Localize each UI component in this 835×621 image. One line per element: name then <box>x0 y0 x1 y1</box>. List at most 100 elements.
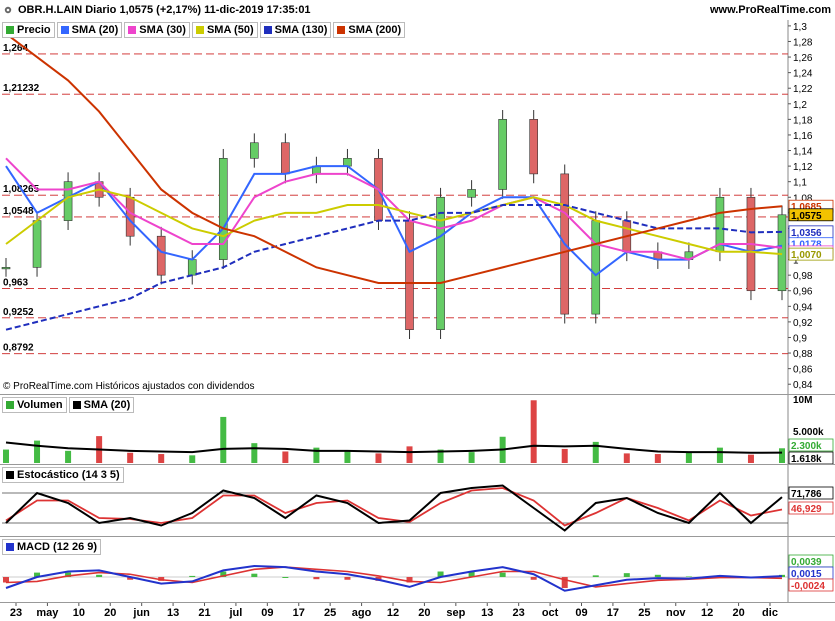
volume-bar <box>437 449 444 463</box>
legend-volumen[interactable]: Volumen <box>2 397 67 413</box>
volume-bar <box>561 448 568 463</box>
candle-body <box>405 220 414 330</box>
volume-chart[interactable]: 10M 5.000k 2.300k 1.618k <box>0 395 835 465</box>
price-badge-box <box>788 247 834 261</box>
macd-histogram-bar <box>189 575 196 577</box>
legend-label: SMA (20) <box>71 24 119 36</box>
candle-body <box>32 220 42 268</box>
stochastic-chart[interactable]: 71,786 46,929 <box>0 465 835 537</box>
legend-macd[interactable]: MACD (12 26 9) <box>2 539 102 555</box>
macd-histogram-bar <box>220 571 227 577</box>
stoch-k-line <box>5 484 783 532</box>
y-tick-label: 1,14 <box>793 147 813 158</box>
volume-bar <box>406 446 413 463</box>
macd-histogram-bar <box>499 572 506 577</box>
series-line <box>5 32 783 284</box>
volume-bar <box>220 416 227 463</box>
volume-bar <box>592 441 599 463</box>
legend-label: MACD (12 26 9) <box>17 541 98 553</box>
x-tick-label: 23 <box>513 607 525 619</box>
y-tick-label: 1,28 <box>793 37 813 48</box>
level-label: 1,21232 <box>3 83 40 94</box>
legend-sma20[interactable]: SMA (20) <box>56 22 123 38</box>
candle-body <box>187 259 197 276</box>
stoch-badge-text: 46,929 <box>791 504 822 515</box>
stochastic-legend: Estocástico (14 3 5) <box>2 467 124 483</box>
candle-body <box>436 196 445 330</box>
legend-swatch <box>128 26 137 34</box>
macd-line <box>5 564 783 592</box>
legend-estocastico[interactable]: Estocástico (14 3 5) <box>2 467 124 483</box>
volume-panel[interactable]: Volumen SMA (20) 10M 5.000k 2.300k 1.618k <box>0 394 835 465</box>
y-tick-label: 10M <box>793 395 812 406</box>
x-tick-label: jun <box>132 607 150 619</box>
price-panel[interactable]: Precio SMA (20) SMA (30) SMA (50) SMA (1… <box>0 20 835 394</box>
macd-badge-box <box>788 578 834 592</box>
macd-panel[interactable]: MACD (12 26 9) 0,0039 0,0015 -0,0024 <box>0 536 835 603</box>
stoch-badge-text: 71,786 <box>791 489 822 500</box>
price-badge-text: 1,0356 <box>791 228 822 239</box>
site-url[interactable]: www.ProRealTime.com <box>709 4 831 16</box>
x-tick-label: 12 <box>387 607 399 619</box>
y-tick-label: 1,16 <box>793 131 813 142</box>
x-tick-label: dic <box>762 607 778 619</box>
volume-bar <box>65 450 72 463</box>
legend-precio[interactable]: Precio <box>2 22 55 38</box>
y-tick-label: 1,2 <box>793 100 807 111</box>
x-tick-label: 17 <box>607 607 619 619</box>
macd-badge-text: -0,0024 <box>791 581 825 592</box>
macd-histogram-bar <box>127 577 134 580</box>
price-chart[interactable]: 1,3 1,28 1,26 1,24 1,22 1,2 1,18 1,16 1,14 1,12 1,… <box>0 20 835 394</box>
y-tick-label: 0,96 <box>793 287 813 298</box>
legend-label: Estocástico (14 3 5) <box>17 469 120 481</box>
x-tick-label: 12 <box>701 607 713 619</box>
macd-histogram-bar <box>437 571 444 577</box>
volume-bar <box>34 440 41 463</box>
legend-sma200[interactable]: SMA (200) <box>333 22 406 38</box>
candle-body <box>777 214 787 292</box>
legend-sma30[interactable]: SMA (30) <box>124 22 190 38</box>
x-tick-label: 20 <box>418 607 430 619</box>
macd-histogram-bar <box>344 577 351 580</box>
legend-swatch <box>72 401 81 409</box>
macd-badge: -0,0024 <box>788 578 834 592</box>
y-tick-label: 1,18 <box>793 115 813 126</box>
x-tick-label: nov <box>666 607 686 619</box>
macd-histogram-bar <box>561 577 568 588</box>
macd-histogram-bar <box>34 572 41 577</box>
macd-histogram-bar <box>685 576 692 577</box>
settings-gear-icon[interactable] <box>3 5 13 15</box>
x-tick-label: sep <box>446 607 465 619</box>
volume-bar <box>127 452 134 463</box>
legend-label: SMA (50) <box>206 24 254 36</box>
legend-label: SMA (200) <box>348 24 402 36</box>
volume-bar <box>654 454 661 463</box>
legend-vol-sma20[interactable]: SMA (20) <box>68 397 135 413</box>
level-label: 0,9252 <box>3 307 34 318</box>
x-tick-label: 09 <box>575 607 587 619</box>
y-tick-label: 0,94 <box>793 302 813 313</box>
volume-bar <box>779 448 785 463</box>
legend-sma130[interactable]: SMA (130) <box>259 22 332 38</box>
y-tick-label: 5.000k <box>793 427 824 438</box>
stochastic-panel[interactable]: Estocástico (14 3 5) 71,786 46,929 <box>0 464 835 537</box>
volume-bar <box>313 447 320 463</box>
volume-badge-text: 2.300k <box>791 441 822 452</box>
volume-badge-box <box>788 438 834 452</box>
candle-body <box>63 181 73 221</box>
volume-bar <box>375 453 382 463</box>
y-tick-label: 0,92 <box>793 318 813 329</box>
volume-bar <box>716 447 723 463</box>
volume-bar <box>251 443 258 463</box>
volume-bar <box>747 454 754 463</box>
y-tick-label: 1 <box>793 256 799 267</box>
macd-histogram-bar <box>158 577 165 581</box>
volume-bar <box>282 451 289 463</box>
volume-badge-text: 1.618k <box>791 454 822 465</box>
macd-histogram-bar <box>313 577 320 580</box>
legend-label: Precio <box>17 24 51 36</box>
x-tick-label: 13 <box>167 607 179 619</box>
legend-swatch <box>6 543 14 551</box>
legend-sma50[interactable]: SMA (50) <box>191 22 258 38</box>
